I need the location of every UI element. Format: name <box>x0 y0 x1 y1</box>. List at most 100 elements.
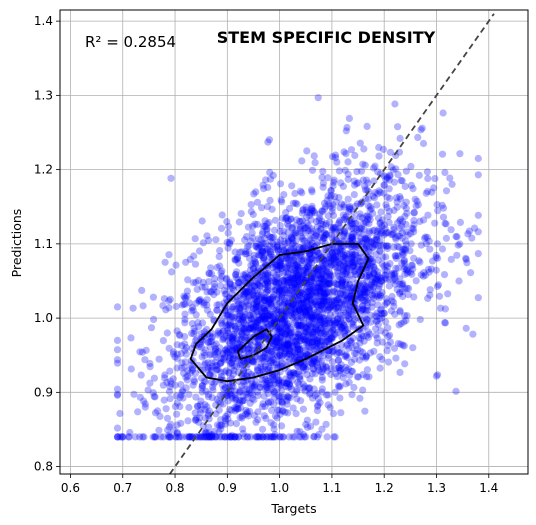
scatter-point <box>417 126 425 134</box>
scatter-point <box>266 381 274 389</box>
scatter-point <box>338 282 346 290</box>
scatter-point <box>177 349 185 358</box>
scatter-point <box>335 383 343 391</box>
scatter-point <box>213 301 221 309</box>
scatter-point <box>232 420 240 428</box>
scatter-point <box>205 236 213 244</box>
scatter-point <box>258 332 266 340</box>
scatter-point <box>203 232 211 240</box>
scatter-point <box>221 290 229 298</box>
scatter-point <box>305 343 313 351</box>
scatter-point <box>265 136 273 144</box>
scatter-point <box>310 207 318 215</box>
scatter-point <box>427 265 435 273</box>
scatter-point <box>237 371 245 379</box>
scatter-point <box>299 272 307 280</box>
scatter-point <box>353 262 361 270</box>
scatter-point <box>358 302 366 310</box>
scatter-point <box>301 295 309 303</box>
scatter-point <box>361 407 369 415</box>
scatter-point <box>323 338 331 346</box>
scatter-point <box>231 322 239 330</box>
scatter-point <box>210 283 219 291</box>
scatter-point <box>263 277 271 285</box>
scatter-point <box>474 154 482 163</box>
scatter-point <box>307 236 315 244</box>
scatter-point <box>319 363 327 371</box>
scatter-point <box>322 391 331 399</box>
scatter-point <box>269 283 277 291</box>
scatter-point <box>156 412 164 420</box>
scatter-point <box>188 320 196 328</box>
scatter-point <box>255 316 263 324</box>
scatter-point <box>336 367 344 375</box>
scatter-point <box>344 158 352 166</box>
scatter-point <box>336 257 344 266</box>
scatter-point <box>347 358 355 366</box>
scatter-point <box>219 327 227 335</box>
scatter-point <box>249 210 257 219</box>
scatter-point <box>377 310 385 318</box>
scatter-point <box>295 278 303 286</box>
scatter-point <box>250 315 258 323</box>
scatter-point <box>213 263 221 271</box>
scatter-point <box>395 321 403 329</box>
scatter-point <box>370 279 378 287</box>
scatter-point <box>278 264 286 272</box>
scatter-point <box>410 208 418 216</box>
scatter-point <box>272 278 280 286</box>
scatter-point <box>273 306 281 314</box>
scatter-point <box>213 366 221 374</box>
scatter-point <box>374 241 383 250</box>
scatter-point <box>165 344 173 352</box>
scatter-point <box>199 433 207 441</box>
scatter-point <box>342 280 350 288</box>
scatter-point <box>151 409 160 417</box>
scatter-point <box>474 294 482 302</box>
scatter-point <box>236 310 244 318</box>
scatter-point <box>244 302 252 310</box>
scatter-point <box>239 425 247 433</box>
scatter-point <box>234 433 243 441</box>
scatter-point <box>280 232 288 240</box>
scatter-point <box>272 301 280 309</box>
scatter-point <box>367 311 375 319</box>
scatter-point <box>350 251 358 259</box>
scatter-point <box>247 207 255 216</box>
scatter-point <box>244 297 252 305</box>
scatter-point <box>299 236 307 244</box>
scatter-point <box>298 217 306 225</box>
scatter-point <box>173 399 181 407</box>
scatter-point <box>317 357 326 365</box>
scatter-point <box>172 433 180 441</box>
scatter-point <box>264 269 272 277</box>
scatter-point <box>212 433 220 441</box>
scatter-point <box>217 329 225 338</box>
scatter-point <box>333 247 341 255</box>
scatter-point <box>219 400 227 408</box>
scatter-point <box>315 214 324 222</box>
scatter-point <box>282 215 290 223</box>
scatter-point <box>242 321 250 330</box>
scatter-point <box>176 403 184 411</box>
scatter-point <box>282 348 290 357</box>
scatter-point <box>258 365 266 373</box>
scatter-point <box>295 322 303 330</box>
scatter-point <box>194 276 203 284</box>
scatter-point <box>258 380 266 388</box>
scatter-point <box>316 283 324 291</box>
scatter-point <box>297 223 305 231</box>
scatter-point <box>259 181 267 189</box>
scatter-point <box>224 433 232 441</box>
scatter-point <box>343 123 351 132</box>
scatter-point <box>296 225 305 233</box>
scatter-point <box>178 388 186 396</box>
scatter-point <box>386 171 394 179</box>
scatter-point <box>287 273 295 281</box>
scatter-point <box>290 276 298 284</box>
y-tick-label: 1.2 <box>34 163 53 177</box>
scatter-point <box>361 314 369 322</box>
scatter-point <box>331 310 339 318</box>
scatter-point <box>349 225 358 233</box>
scatter-point <box>403 312 411 320</box>
